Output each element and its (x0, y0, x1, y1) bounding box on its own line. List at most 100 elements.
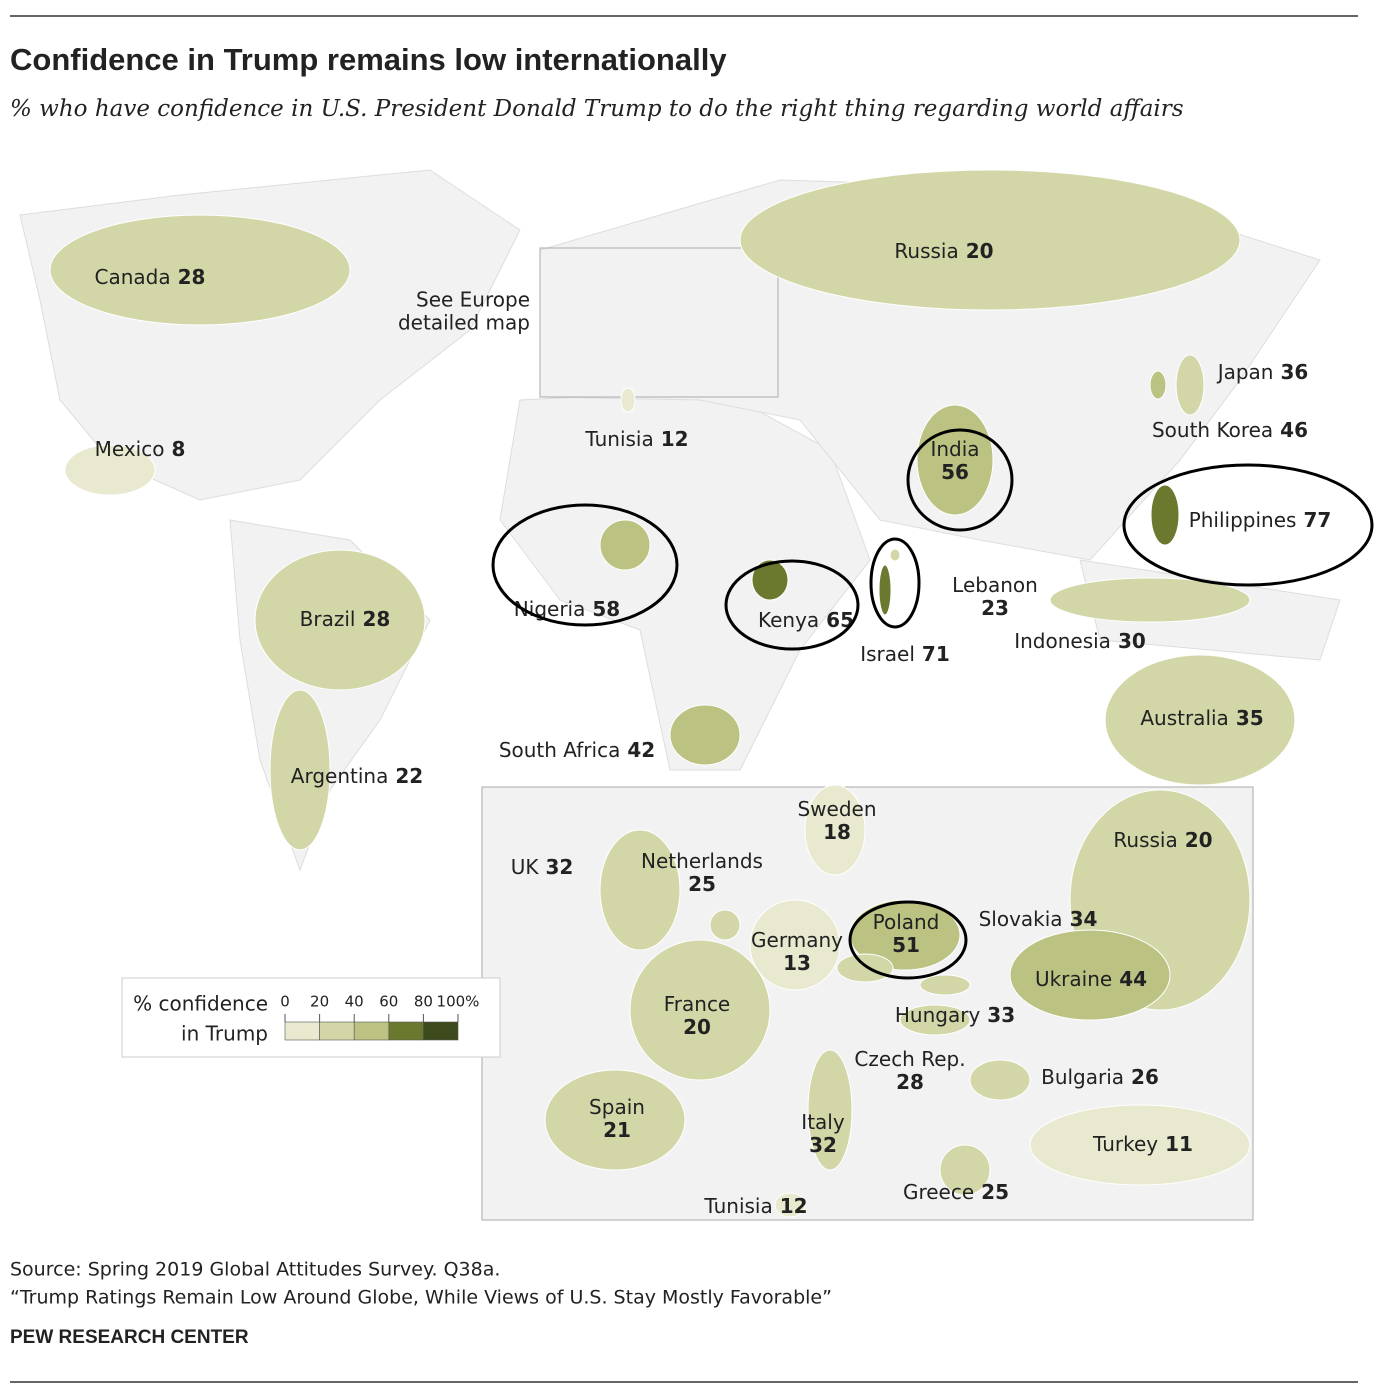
country (599, 519, 651, 571)
country (269, 689, 331, 851)
country-name: Greece (903, 1180, 974, 1204)
country-label: Philippines 77 (1189, 508, 1332, 532)
country (254, 549, 426, 691)
country-label: Poland 51 (873, 910, 940, 957)
legend-tick-label: 100% (437, 993, 480, 1011)
country-value: 25 (981, 1180, 1009, 1204)
country-value: 77 (1303, 508, 1331, 532)
country-name: Spain (589, 1095, 645, 1119)
country (836, 953, 894, 983)
country-value: 28 (896, 1070, 924, 1094)
country-label: South Africa 42 (499, 738, 655, 762)
country-value: 22 (395, 764, 423, 788)
country-name: Poland (873, 910, 940, 934)
country-value: 30 (1118, 629, 1146, 653)
annotation: detailed map (398, 311, 530, 335)
legend-tick-label: 60 (379, 993, 398, 1011)
country-label: Tunisia 12 (703, 1194, 807, 1218)
country-value: 8 (171, 437, 185, 461)
country-name: Japan (1216, 360, 1274, 384)
annotation-circle (491, 503, 679, 627)
country-value: 71 (922, 642, 950, 666)
country-value: 32 (809, 1133, 837, 1157)
country-label: UK 32 (511, 855, 574, 879)
country-label: Argentina 22 (291, 764, 423, 788)
country-label: Hungary 33 (895, 1003, 1015, 1027)
legend-tick-label: 0 (280, 993, 290, 1011)
country-name: Czech Rep. (854, 1047, 965, 1071)
country-value: 58 (592, 597, 620, 621)
legend-tick-label: 80 (414, 993, 433, 1011)
country-name: Bulgaria (1041, 1065, 1124, 1089)
country (774, 1192, 806, 1218)
country (620, 387, 636, 413)
country-value: 36 (1280, 360, 1308, 384)
legend-title: in Trump (181, 1022, 268, 1046)
report: “Trump Ratings Remain Low Around Globe, … (10, 1287, 832, 1309)
country (807, 1049, 853, 1171)
country-name: Canada (95, 265, 171, 289)
country-label: Israel 71 (860, 642, 950, 666)
country (1009, 929, 1171, 1021)
country-label: Netherlands 25 (641, 849, 763, 896)
country-name: Brazil (300, 607, 356, 631)
country-name: Australia (1140, 706, 1228, 730)
country-name: Israel (860, 642, 915, 666)
country-value: 13 (783, 951, 811, 975)
country (669, 704, 741, 766)
country (1150, 484, 1180, 546)
country-label: Canada 28 (95, 265, 206, 289)
country-value: 35 (1236, 706, 1264, 730)
country-labels: Canada 28 Mexico 8 Brazil 28 Argentina 22 Russia… (95, 239, 1332, 1218)
country-value: 42 (627, 738, 655, 762)
country-label: Germany 13 (751, 928, 843, 975)
country-name: Russia (1113, 828, 1177, 852)
country-label: India 56 (930, 437, 979, 484)
country (878, 564, 892, 616)
country-name: Sweden (797, 797, 876, 821)
country (739, 169, 1241, 311)
legend-swatch (319, 1021, 355, 1041)
country-name: Lebanon (952, 573, 1038, 597)
country-value: 11 (1165, 1132, 1193, 1156)
country-name: Hungary (895, 1003, 981, 1027)
hand-annotations (491, 428, 1374, 980)
country-name: France (664, 992, 731, 1016)
country-name: Germany (751, 928, 843, 952)
country (49, 214, 351, 326)
subtitle: % who have confidence in U.S. President … (10, 96, 1184, 122)
country (544, 1069, 686, 1171)
source: Source: Spring 2019 Global Attitudes Sur… (10, 1259, 500, 1281)
country-name: Philippines (1189, 508, 1297, 532)
country (919, 974, 971, 996)
legend-tick-label: 20 (310, 993, 329, 1011)
country-label: Bulgaria 26 (1041, 1065, 1159, 1089)
country (64, 444, 156, 496)
country (629, 939, 771, 1081)
europe-box (539, 247, 779, 398)
legend-swatch (284, 1021, 320, 1041)
country (1149, 370, 1167, 400)
country-shapes (49, 169, 1296, 1218)
country-name: Mexico (95, 437, 165, 461)
country-label: Russia 20 (894, 239, 993, 263)
country-value: 23 (981, 596, 1009, 620)
annotation-circle (724, 559, 860, 651)
legend-swatch (353, 1021, 390, 1041)
country-name: Netherlands (641, 849, 763, 873)
country-value: 20 (1185, 828, 1213, 852)
legend-box (121, 977, 501, 1058)
country (709, 909, 741, 941)
country (1029, 1104, 1251, 1186)
brand: PEW RESEARCH CENTER (10, 1327, 249, 1348)
country-name: Turkey (1092, 1132, 1158, 1156)
country-name: Ukraine (1035, 967, 1112, 991)
country-name: Tunisia (703, 1194, 772, 1218)
country-value: 51 (892, 933, 920, 957)
country-label: Mexico 8 (95, 437, 186, 461)
country (969, 1059, 1031, 1101)
country (751, 559, 789, 601)
country-value: 12 (661, 427, 689, 451)
legend-title: % confidence (133, 992, 268, 1016)
